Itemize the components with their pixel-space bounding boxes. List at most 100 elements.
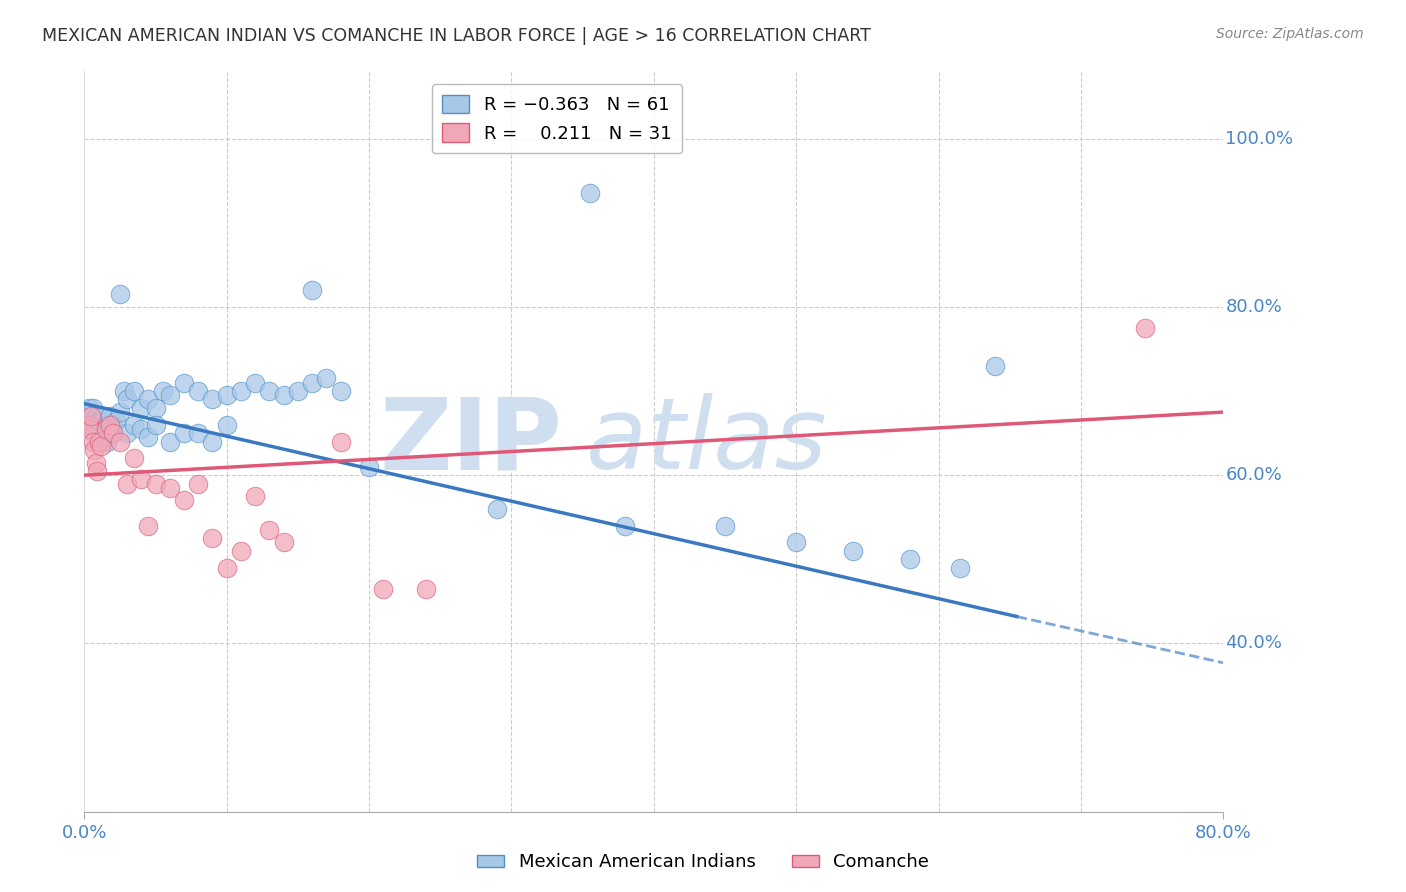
Point [245, 376, 267, 390]
Point [159, 434, 181, 449]
Point [329, 434, 352, 449]
Point [94, 422, 117, 436]
Point [77, 417, 100, 432]
Point [122, 417, 145, 432]
Point [79, 422, 101, 436]
Point [79, 409, 101, 424]
Point [108, 287, 131, 301]
Point [145, 476, 167, 491]
Point [949, 560, 972, 574]
Point [90, 439, 112, 453]
Point [138, 518, 160, 533]
Point [259, 384, 281, 398]
Point [215, 560, 238, 574]
Point [83, 426, 105, 441]
Point [215, 417, 238, 432]
Text: 40.0%: 40.0% [1226, 634, 1282, 652]
Point [373, 582, 395, 596]
Point [215, 388, 238, 402]
Text: 80.0%: 80.0% [1226, 298, 1282, 316]
Point [201, 392, 224, 407]
Point [201, 531, 224, 545]
Point [90, 422, 112, 436]
Point [86, 464, 108, 478]
Point [83, 442, 105, 457]
Point [89, 413, 111, 427]
Point [301, 376, 323, 390]
Point [96, 434, 118, 449]
Point [94, 417, 117, 432]
Point [201, 434, 224, 449]
Text: 100.0%: 100.0% [1226, 129, 1294, 148]
Point [714, 518, 737, 533]
Point [131, 422, 153, 436]
Text: Source: ZipAtlas.com: Source: ZipAtlas.com [1216, 27, 1364, 41]
Point [245, 489, 267, 503]
Point [108, 434, 131, 449]
Point [87, 434, 110, 449]
Point [173, 426, 195, 441]
Point [93, 426, 115, 441]
Point [145, 417, 167, 432]
Point [229, 544, 252, 558]
Text: 60.0%: 60.0% [1226, 467, 1282, 484]
Point [84, 417, 107, 432]
Point [80, 409, 103, 424]
Point [187, 426, 209, 441]
Point [273, 535, 295, 549]
Point [287, 384, 309, 398]
Point [84, 456, 107, 470]
Point [77, 401, 100, 415]
Point [82, 434, 104, 449]
Point [898, 552, 921, 566]
Point [785, 535, 807, 549]
Point [115, 476, 138, 491]
Point [122, 384, 145, 398]
Text: MEXICAN AMERICAN INDIAN VS COMANCHE IN LABOR FORCE | AGE > 16 CORRELATION CHART: MEXICAN AMERICAN INDIAN VS COMANCHE IN L… [42, 27, 872, 45]
Point [131, 472, 153, 486]
Point [82, 401, 104, 415]
Point [98, 409, 121, 424]
Point [104, 413, 127, 427]
Point [138, 430, 160, 444]
Point [173, 376, 195, 390]
Point [115, 392, 138, 407]
Point [301, 283, 323, 297]
Text: atlas: atlas [585, 393, 827, 490]
Point [152, 384, 174, 398]
Point [122, 451, 145, 466]
Point [359, 459, 381, 474]
Point [187, 476, 209, 491]
Point [80, 417, 103, 432]
Point [187, 384, 209, 398]
Point [112, 384, 135, 398]
Point [273, 388, 295, 402]
Point [145, 401, 167, 415]
Point [115, 426, 138, 441]
Point [229, 384, 252, 398]
Point [415, 582, 437, 596]
Point [173, 493, 195, 508]
Point [100, 426, 122, 441]
Point [101, 426, 124, 441]
Legend: R = −0.363   N = 61, R =    0.211   N = 31: R = −0.363 N = 61, R = 0.211 N = 31 [432, 84, 682, 153]
Point [97, 417, 120, 432]
Point [131, 401, 153, 415]
Point [86, 409, 108, 424]
Point [842, 544, 865, 558]
Point [614, 518, 637, 533]
Point [159, 481, 181, 495]
Point [329, 384, 352, 398]
Point [984, 359, 1007, 373]
Point [578, 186, 600, 201]
Point [101, 417, 124, 432]
Point [108, 405, 131, 419]
Legend: Mexican American Indians, Comanche: Mexican American Indians, Comanche [470, 847, 936, 879]
Point [91, 409, 114, 424]
Point [87, 417, 110, 432]
Point [1133, 321, 1156, 335]
Point [315, 371, 337, 385]
Point [98, 417, 121, 432]
Point [486, 501, 509, 516]
Point [159, 388, 181, 402]
